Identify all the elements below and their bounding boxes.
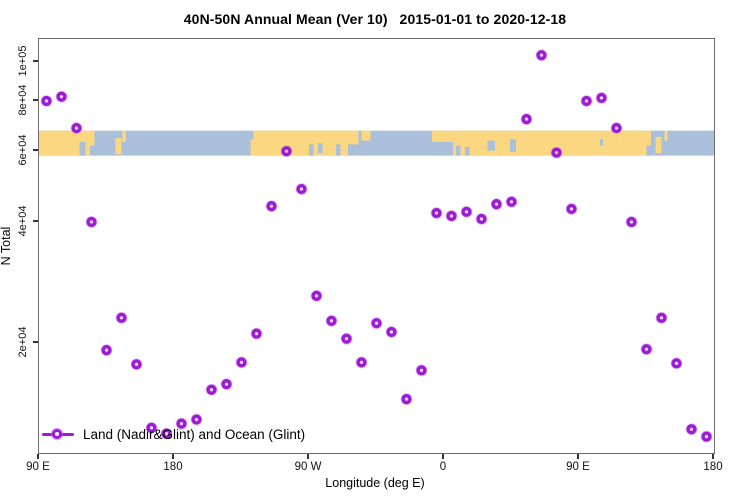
data-point [311,290,322,301]
map-band-land [122,130,126,142]
map-band-water-patch [646,145,651,156]
chart-title: 40N-50N Annual Mean (Ver 10) 2015-01-01 … [183,11,567,27]
data-point [581,95,592,107]
data-point [596,92,607,104]
data-point [176,418,187,429]
map-band-land [115,138,122,155]
data-point [221,379,232,390]
data-point [521,114,532,125]
data-point [161,428,172,439]
data-point [101,345,112,356]
map-band-water-patch [309,144,314,156]
data-point [416,365,427,376]
x-tick-mark [712,453,714,459]
map-band-water-patch [510,139,516,152]
x-tick-label: 90 E [26,461,50,473]
y-tick-mark [33,99,38,101]
data-point [431,207,442,219]
x-tick-mark [172,453,174,459]
data-point [446,210,457,222]
map-band-water-patch [456,145,461,156]
map-band-water-patch [79,141,86,156]
map-band-land [664,130,668,141]
data-point [641,344,652,355]
map-band-water-patch [465,146,470,156]
data-point [341,333,352,344]
y-tick-label: 4e+04 [17,205,29,237]
x-tick-mark [37,453,39,459]
data-point [236,357,247,368]
data-point [551,147,562,158]
data-point [71,122,82,134]
y-tick-label: 8e+04 [17,84,29,116]
map-band-land [655,136,662,154]
y-tick-mark [33,220,38,222]
y-tick-label: 6e+04 [17,134,29,166]
x-tick-mark [307,453,309,459]
x-tick-label: 180 [163,461,183,473]
data-point [251,328,262,339]
data-point [656,312,667,323]
data-point [371,318,382,329]
data-point [506,196,517,207]
legend: Land (Nadir&Glint) and Ocean (Glint) [42,427,305,442]
data-point [131,359,142,370]
y-axis-title: N Total [0,226,13,266]
y-tick-mark [33,341,38,343]
y-tick-label: 1e+05 [17,45,29,77]
data-point [266,201,277,212]
data-point [356,357,367,368]
data-point [476,213,487,225]
map-band-water-patch [487,140,495,151]
map-band-land [253,130,348,156]
x-tick-label: 90 E [566,461,590,473]
data-point [296,183,307,195]
data-point [116,312,127,323]
data-point [401,394,412,405]
map-band-water-patch [439,143,444,156]
data-point [461,206,472,217]
data-point [626,216,637,228]
x-tick-label: 180 [703,461,723,473]
map-band-water-patch [336,144,341,156]
data-point [536,50,547,61]
legend-label: Land (Nadir&Glint) and Ocean (Glint) [83,427,306,442]
data-point [386,326,397,338]
plot-canvas [39,49,714,443]
map-band-land [348,130,359,145]
data-point [701,431,712,442]
x-tick-mark [577,453,579,459]
data-point [566,203,577,215]
map-band-water-patch [600,139,603,146]
legend-marker-icon [42,428,74,441]
data-point [146,422,157,433]
map-band-land [90,130,95,146]
y-tick-mark [33,149,38,151]
data-point [206,384,217,395]
data-point [191,414,202,425]
data-point [56,91,67,102]
plot-area [38,38,715,454]
data-point [611,122,622,134]
y-tick-label: 2e+04 [17,326,29,358]
data-point [491,199,502,210]
data-point [671,358,682,369]
x-tick-mark [442,453,444,459]
map-band-land [432,130,453,142]
x-axis-title: Longitude (deg E) [325,476,425,490]
data-point [281,146,292,157]
map-band-land [250,139,255,156]
data-point [326,315,337,326]
x-tick-label: 90 W [294,461,322,473]
data-point [686,424,697,435]
y-tick-mark [33,60,38,62]
data-point [41,95,52,107]
map-band-water-patch [318,143,323,154]
data-point [86,216,97,228]
legend-circle-icon [52,429,63,440]
x-tick-label: 0 [439,461,447,473]
map-band-land [361,130,371,141]
